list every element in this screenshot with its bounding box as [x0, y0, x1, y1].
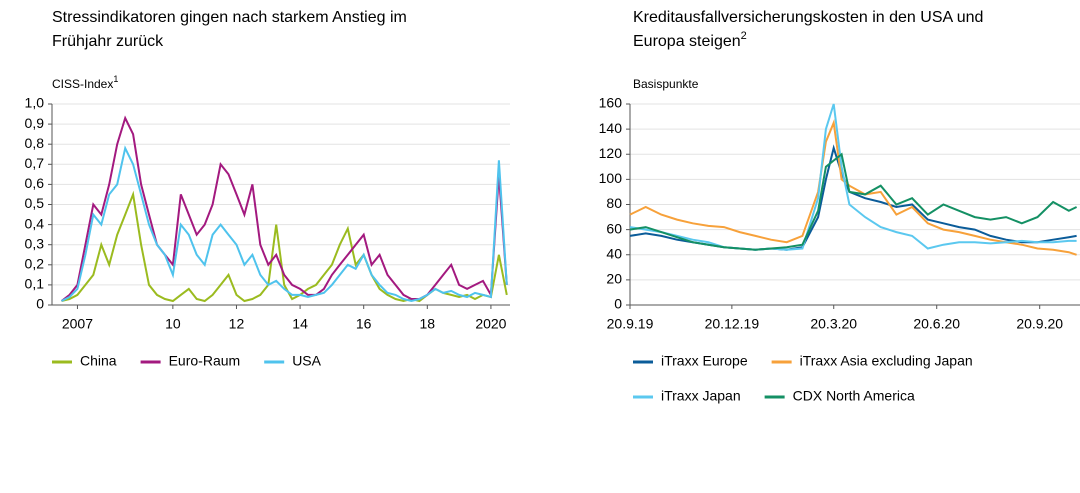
series-line	[629, 144, 1077, 251]
legend-label: China	[80, 353, 117, 369]
y-tick-label: 120	[599, 145, 623, 161]
series-line	[629, 119, 1077, 256]
x-tick-label: 16	[356, 316, 372, 332]
legend-item: iTraxx Japan	[633, 388, 741, 404]
title-line: Kreditausfallversicherungskosten in den …	[633, 9, 983, 26]
x-tick-label: 20.3.20	[810, 316, 857, 332]
y-tick-label: 0,1	[25, 276, 45, 292]
legend-label: CDX North America	[793, 388, 915, 404]
title-line: Europa steigen	[633, 33, 741, 50]
unit-label: CISS-Index1	[52, 74, 118, 91]
legend-label: iTraxx Asia excluding Japan	[800, 353, 973, 369]
unit-text: CISS-Index	[52, 77, 113, 91]
title-line: Stressindikatoren gingen nach starkem An…	[52, 9, 407, 26]
legend-item: CDX North America	[764, 388, 915, 404]
x-tick-label: 2020	[475, 316, 506, 332]
legend-label: iTraxx Japan	[661, 388, 741, 404]
y-tick-label: 0,7	[25, 155, 45, 171]
legend-item: USA	[264, 353, 322, 369]
y-tick-label: 0,4	[25, 215, 45, 231]
legend-label: iTraxx Europe	[661, 353, 748, 369]
y-tick-label: 140	[599, 120, 623, 136]
chart-left: Stressindikatoren gingen nach starkem An…	[52, 9, 407, 91]
y-tick-label: 160	[599, 95, 623, 111]
y-tick-label: 0,2	[25, 256, 45, 272]
x-tick-label: 20.12.19	[705, 316, 760, 332]
y-tick-label: 80	[606, 195, 622, 211]
x-tick-label: 14	[292, 316, 308, 332]
y-tick-label: 60	[606, 220, 622, 236]
y-tick-label: 0	[36, 296, 44, 312]
unit-label: Basispunkte	[633, 77, 699, 91]
y-tick-label: 100	[599, 170, 623, 186]
series-line	[629, 152, 1078, 251]
legend-label: Euro-Raum	[169, 353, 241, 369]
chart-title: Kreditausfallversicherungskosten in den …	[633, 9, 983, 50]
y-tick-label: 0,8	[25, 135, 45, 151]
series-line	[61, 145, 508, 303]
y-tick-label: 1,0	[25, 95, 45, 111]
x-tick-label: 20.9.19	[607, 316, 654, 332]
y-tick-label: 0	[614, 296, 622, 312]
title-note: 2	[741, 30, 747, 42]
x-tick-label: 12	[229, 316, 245, 332]
x-tick-label: 20.9.20	[1016, 316, 1063, 332]
chart-right: Kreditausfallversicherungskosten in den …	[633, 9, 983, 91]
y-tick-label: 0,6	[25, 175, 45, 191]
series-line	[60, 115, 508, 302]
x-tick-label: 18	[420, 316, 436, 332]
y-tick-label: 0,5	[25, 195, 45, 211]
legend-item: iTraxx Asia excluding Japan	[771, 353, 973, 369]
legend-label: USA	[292, 353, 321, 369]
chart-title: Stressindikatoren gingen nach starkem An…	[52, 9, 407, 50]
x-tick-label: 2007	[62, 316, 93, 332]
y-tick-label: 0,3	[25, 235, 45, 251]
y-tick-label: 20	[606, 271, 622, 287]
y-tick-label: 40	[606, 245, 622, 261]
legend-item: China	[52, 353, 117, 369]
series-line	[629, 103, 1077, 251]
y-tick-label: 0,9	[25, 115, 45, 131]
legend-item: iTraxx Europe	[633, 353, 748, 369]
x-tick-label: 20.6.20	[913, 316, 960, 332]
legend-item: Euro-Raum	[140, 353, 241, 369]
x-tick-label: 10	[165, 316, 181, 332]
title-line: Frühjahr zurück	[52, 33, 164, 50]
unit-note: 1	[113, 74, 118, 84]
